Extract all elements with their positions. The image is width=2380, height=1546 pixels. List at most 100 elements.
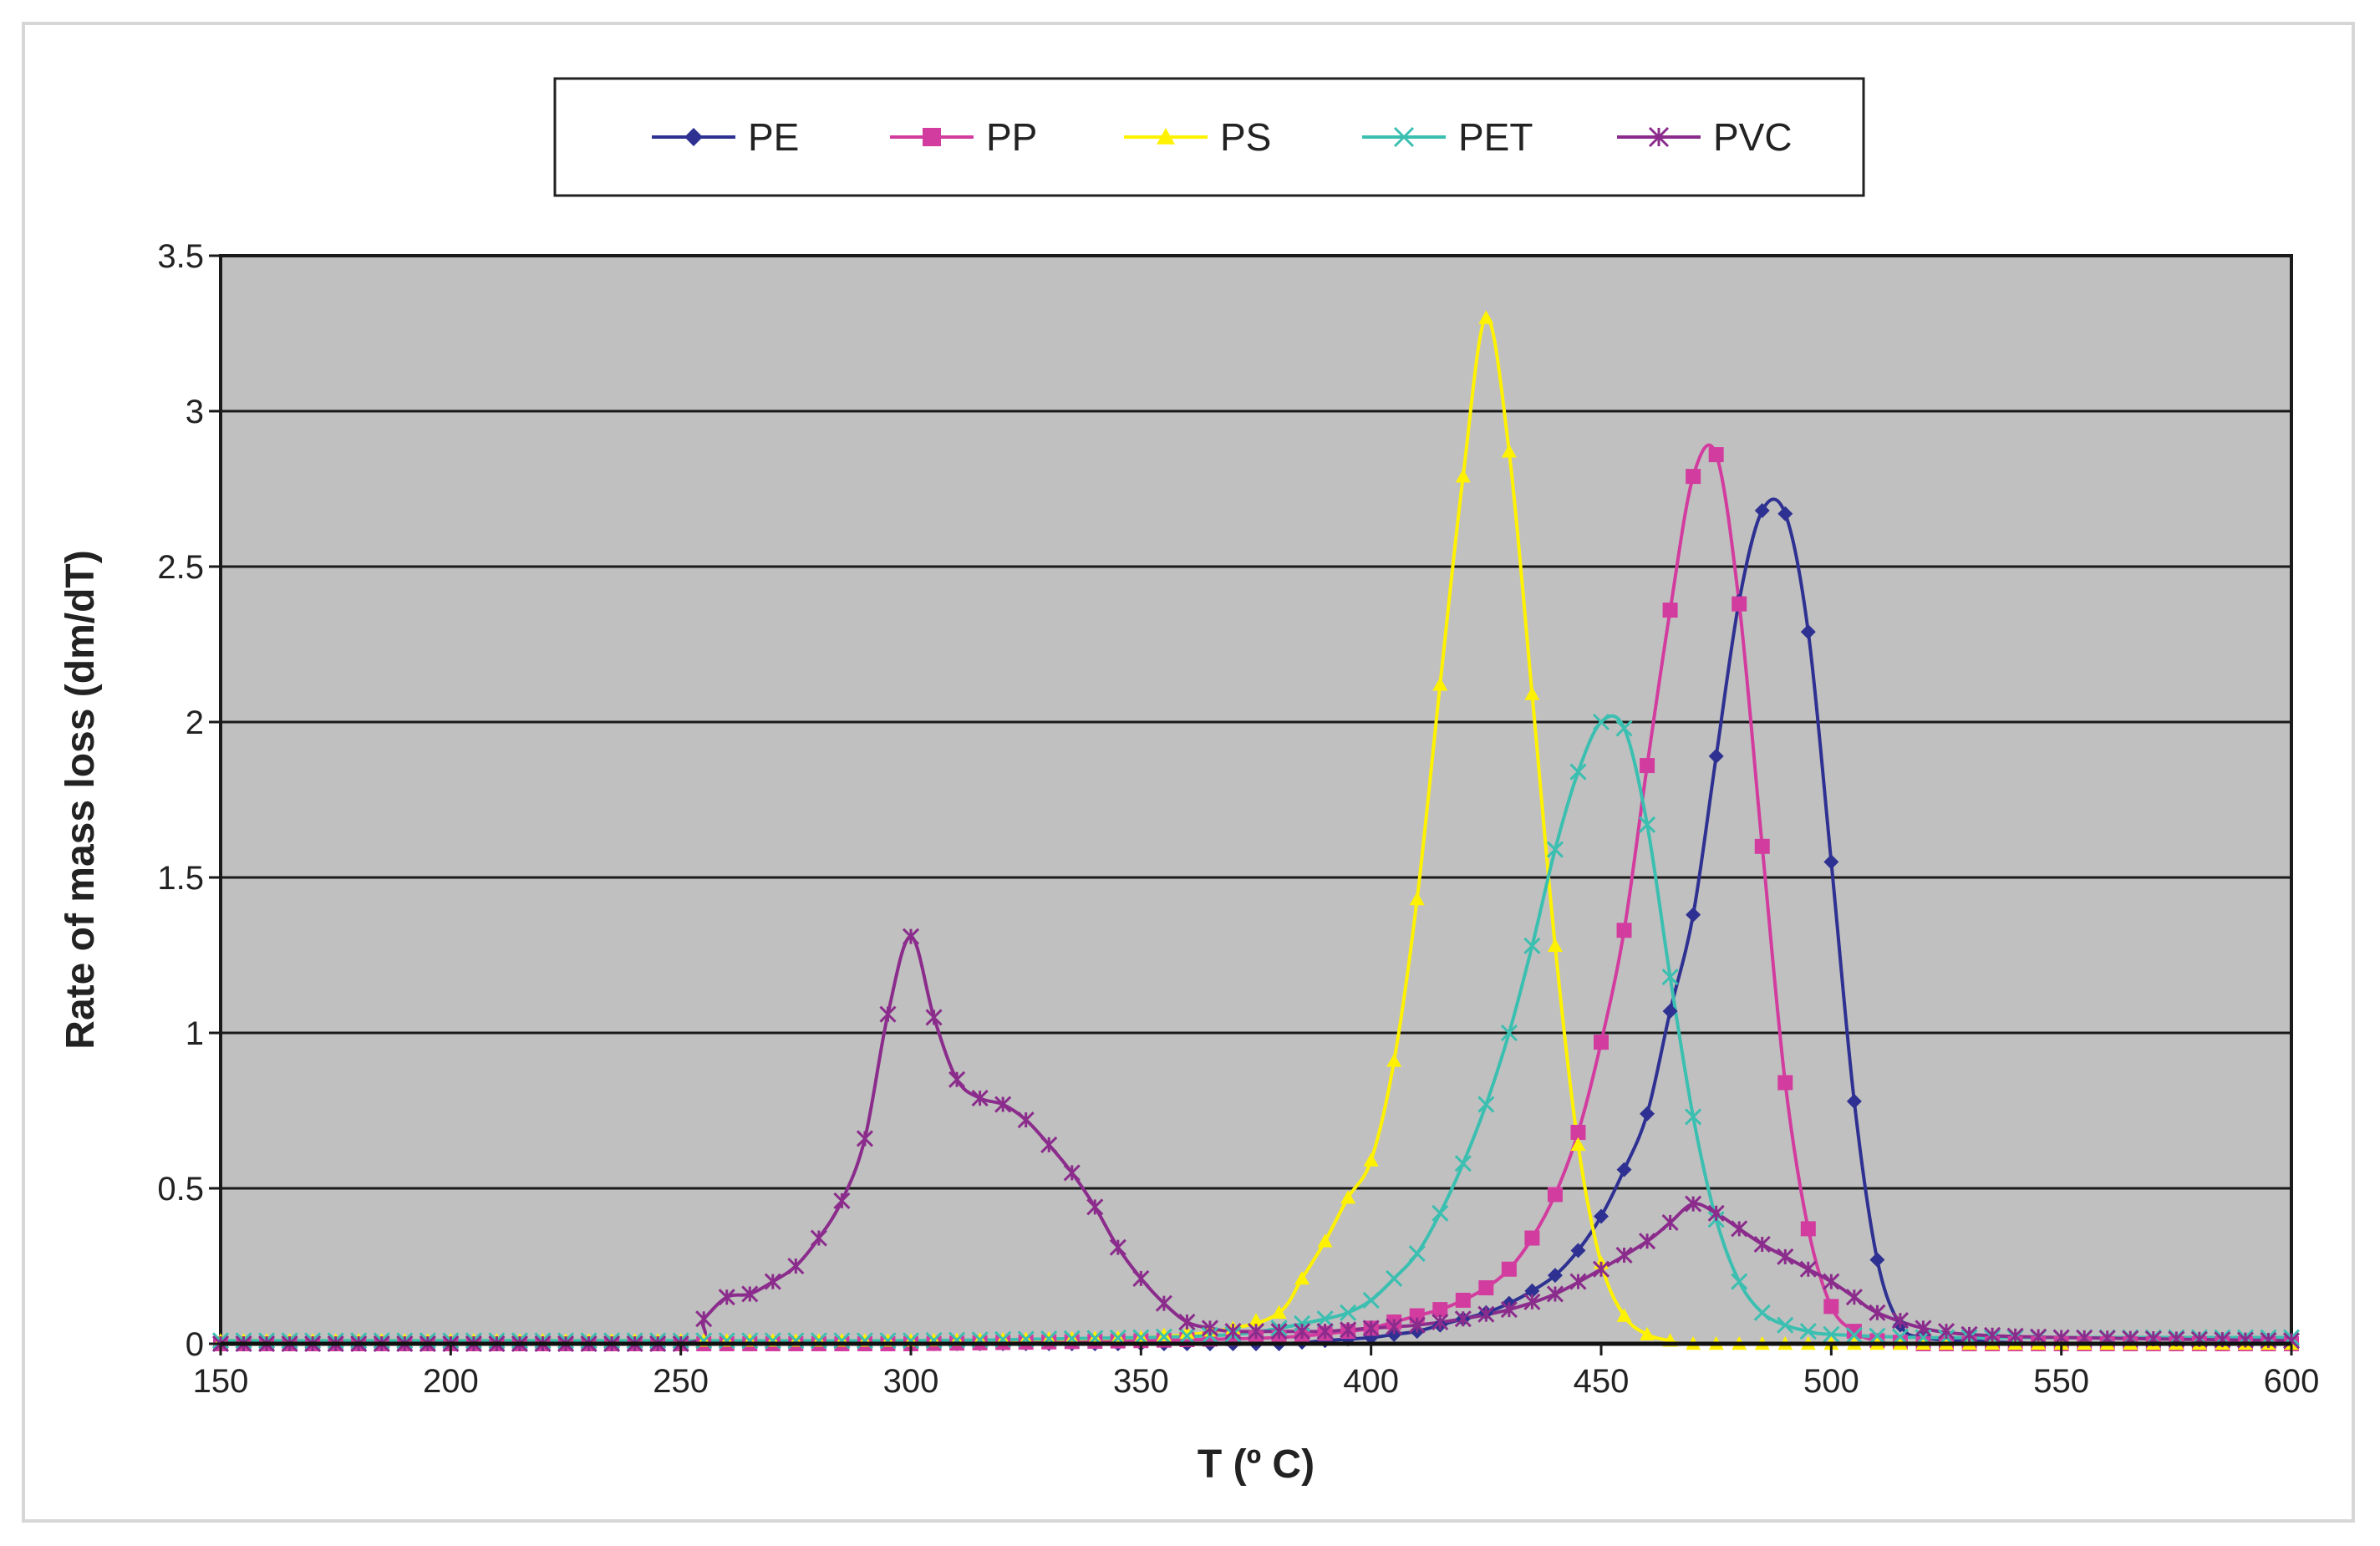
data-point — [1777, 506, 1793, 521]
data-point — [1640, 758, 1655, 774]
data-point — [1708, 447, 1724, 463]
data-point — [1408, 1245, 1426, 1263]
legend: PE PP PS PET PVC — [553, 77, 1865, 197]
data-point — [1800, 624, 1816, 640]
data-point — [1524, 686, 1540, 700]
legend-swatch-marker — [1648, 126, 1670, 148]
data-point — [1616, 923, 1632, 938]
data-point — [1845, 1289, 1863, 1306]
x-tick-label: 250 — [653, 1363, 709, 1400]
plot-area — [211, 254, 2301, 1353]
data-point — [1915, 1320, 1932, 1337]
data-point — [1823, 1299, 1839, 1315]
data-point — [1823, 1273, 1840, 1290]
data-point — [1592, 713, 1610, 731]
data-point — [1777, 1248, 1794, 1265]
data-point — [1340, 1321, 1357, 1339]
x-tick-label: 450 — [1574, 1363, 1630, 1400]
data-point — [741, 1285, 759, 1303]
data-point — [1294, 1315, 1311, 1332]
data-point — [1732, 596, 1747, 612]
plot-background — [219, 254, 2293, 1345]
legend-item-pp: PP — [890, 115, 1037, 159]
data-point — [1570, 1137, 1586, 1152]
data-point — [1524, 1230, 1540, 1246]
data-point — [1707, 1204, 1725, 1222]
data-point — [1017, 1111, 1035, 1129]
data-point — [1523, 937, 1541, 954]
data-point — [1040, 1136, 1058, 1153]
data-point — [1501, 1261, 1517, 1277]
data-point — [1640, 1106, 1655, 1121]
x-axis: 150 200 250 300 350 400 450 500 550 600 — [193, 1344, 2320, 1400]
data-point — [1086, 1198, 1104, 1216]
data-point — [1409, 1308, 1425, 1324]
data-point — [1570, 1125, 1586, 1141]
data-point — [902, 928, 920, 945]
data-point — [1179, 1325, 1195, 1340]
data-point — [1248, 1313, 1264, 1327]
data-point — [1155, 1294, 1172, 1312]
data-point — [1386, 1269, 1403, 1287]
data-point — [2006, 1327, 2024, 1345]
data-point — [1478, 1280, 1494, 1296]
data-point — [1340, 1190, 1356, 1204]
legend-item-pvc: PVC — [1617, 115, 1793, 159]
data-point — [1454, 1155, 1472, 1172]
data-point — [695, 1310, 713, 1328]
data-point — [810, 1229, 827, 1247]
data-point — [1799, 1260, 1817, 1278]
data-point — [1317, 1233, 1333, 1248]
data-point — [1478, 310, 1494, 324]
data-point — [1455, 1292, 1471, 1308]
legend-swatch-marker — [1393, 126, 1415, 148]
y-tick-label: 1.5 — [157, 860, 204, 897]
gridlines — [221, 409, 2291, 1190]
data-point — [1432, 1302, 1448, 1318]
x-axis-title: T (º C) — [1198, 1442, 1315, 1487]
data-point — [1178, 1313, 1196, 1331]
data-point — [1316, 1310, 1334, 1328]
data-point — [1156, 1327, 1172, 1341]
x-tick-label: 300 — [883, 1363, 939, 1400]
data-point — [1454, 1310, 1472, 1328]
data-point — [1800, 1221, 1816, 1237]
x-tick-label: 200 — [423, 1363, 479, 1400]
data-point — [1386, 1053, 1402, 1067]
legend-label: PE — [748, 115, 799, 159]
legend-swatch-marker — [1157, 128, 1175, 145]
data-point — [1662, 603, 1678, 618]
data-point — [1869, 1304, 1886, 1321]
data-point — [1616, 1162, 1632, 1177]
data-point — [1294, 1323, 1311, 1340]
data-point — [1432, 677, 1448, 691]
data-point — [1661, 1213, 1679, 1231]
x-tick-label: 350 — [1113, 1363, 1169, 1400]
data-point — [1592, 1260, 1610, 1278]
y-tick-label: 2 — [186, 704, 204, 741]
data-point — [1823, 854, 1839, 870]
data-point — [971, 1090, 989, 1107]
data-point — [1686, 469, 1701, 485]
x-tick-label: 400 — [1343, 1363, 1399, 1400]
data-point — [1546, 1285, 1564, 1303]
data-point — [764, 1273, 781, 1290]
data-point — [1270, 1323, 1288, 1340]
data-point — [1570, 1243, 1586, 1259]
legend-item-pe: PE — [652, 115, 799, 159]
data-point — [718, 1289, 735, 1306]
data-point — [1547, 1268, 1563, 1284]
data-point — [1799, 1323, 1817, 1340]
data-point — [1362, 1291, 1380, 1309]
data-point — [1777, 1316, 1794, 1334]
data-point — [1569, 1273, 1587, 1290]
x-tick-label: 600 — [2264, 1363, 2320, 1400]
y-tick-label: 3.5 — [157, 238, 204, 275]
data-point — [1615, 720, 1633, 737]
data-point — [1408, 1316, 1426, 1334]
data-point — [1731, 1273, 1748, 1290]
legend-item-pet: PET — [1362, 115, 1533, 159]
x-tick-label: 500 — [1803, 1363, 1859, 1400]
data-point — [1432, 1313, 1449, 1331]
